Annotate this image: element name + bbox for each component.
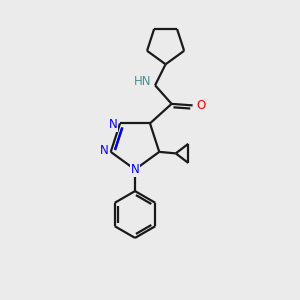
- Text: HN: HN: [134, 75, 151, 88]
- Text: O: O: [196, 99, 206, 112]
- Text: N: N: [130, 163, 140, 176]
- Text: N: N: [100, 144, 109, 157]
- Text: N: N: [109, 118, 118, 131]
